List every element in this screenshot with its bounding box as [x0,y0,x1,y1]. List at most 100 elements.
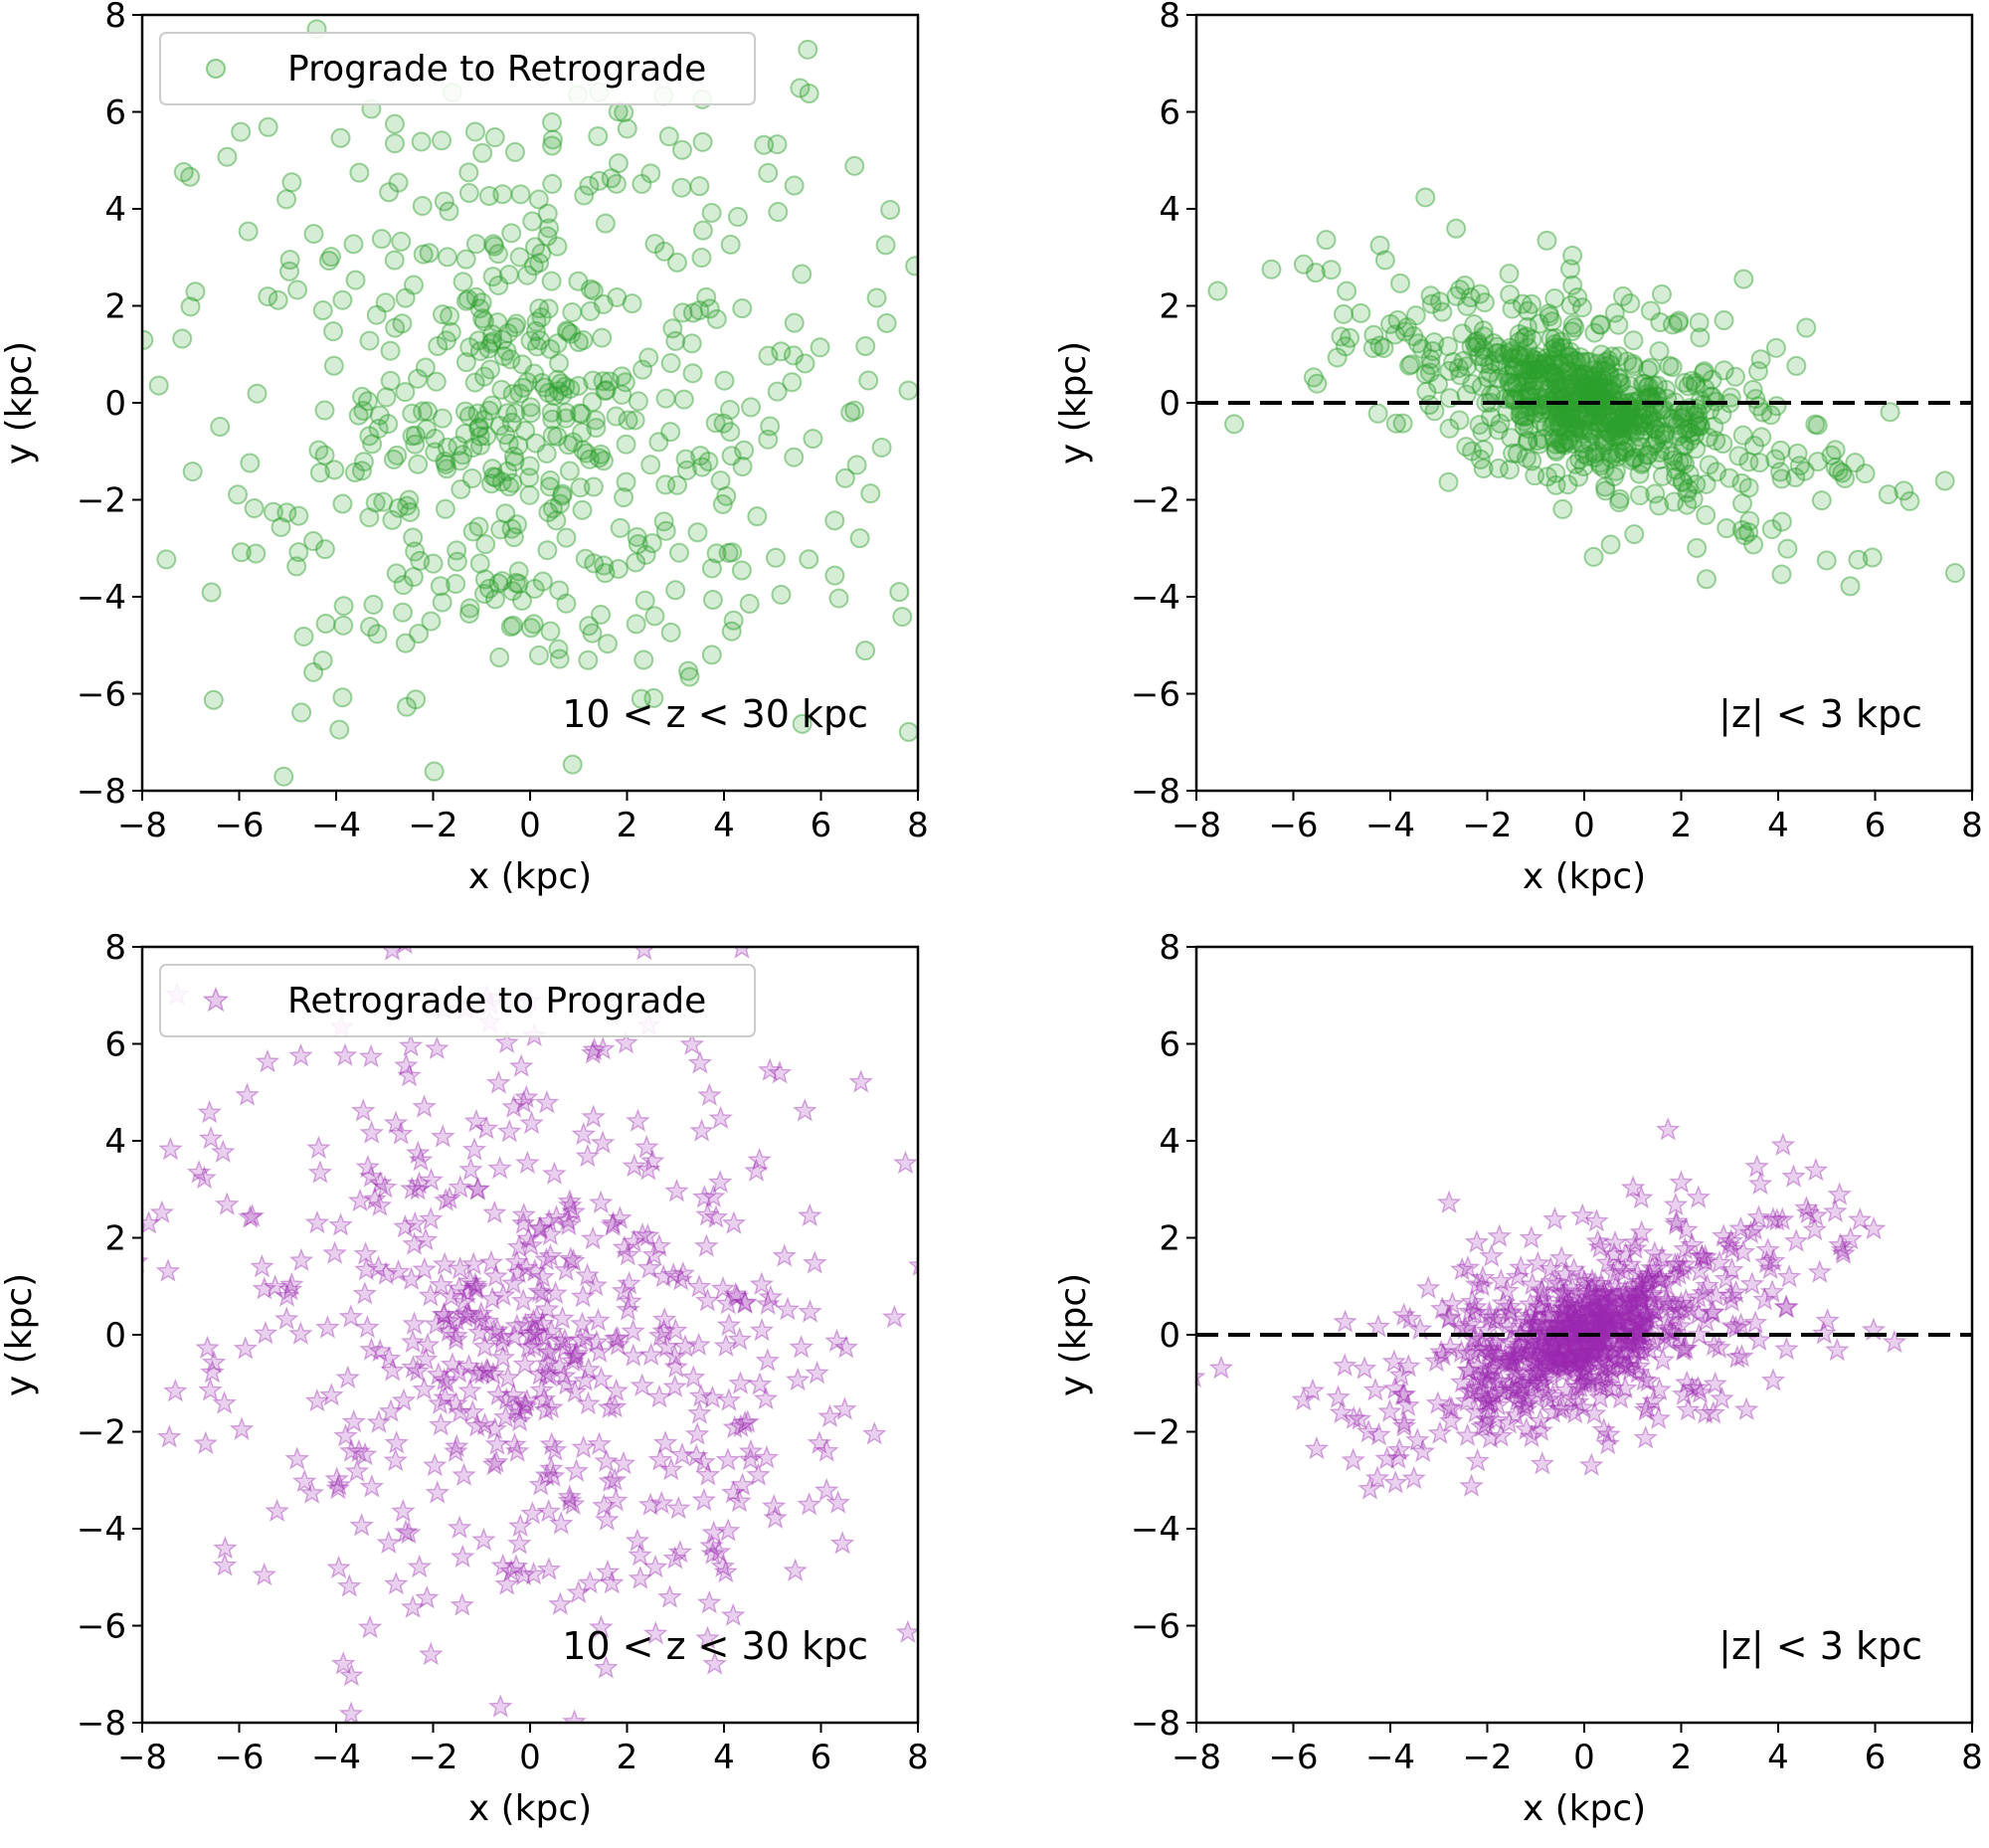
data-point [1580,1331,1606,1356]
data-point [510,1288,536,1312]
data-point [571,404,592,425]
data-point [1578,370,1599,391]
data-point [366,304,387,325]
data-point [1601,1241,1627,1265]
data-point [1474,292,1495,313]
data-point [1363,324,1384,345]
data-point [1473,1387,1499,1412]
data-point [1578,1305,1604,1329]
data-point [1623,330,1644,351]
data-point [549,580,570,601]
data-point [1655,440,1676,461]
data-point [543,1280,568,1305]
data-point [1549,380,1570,401]
data-point [1520,1271,1545,1296]
data-point [271,516,291,537]
data-point [413,244,434,265]
data-point [1550,416,1571,437]
data-point [583,370,604,391]
data-point [655,388,676,409]
data-point [1564,1308,1589,1332]
data-point [1649,495,1670,516]
data-point [1699,455,1719,475]
data-point [1565,380,1586,401]
data-point [1642,436,1663,457]
data-point [595,1559,621,1583]
data-point [1647,1266,1673,1291]
y-axis-label: y (kpc) [0,1273,40,1396]
data-point [180,166,201,187]
data-point [1521,1348,1546,1373]
data-point [814,1438,839,1462]
data-point [1739,1271,1765,1295]
data-point [1300,1378,1326,1402]
data-point [1540,328,1561,349]
data-point [1514,1306,1539,1331]
data-point [200,1360,225,1384]
data-point [597,1394,623,1419]
data-point [1571,1319,1597,1344]
data-point [1760,1206,1786,1230]
data-point [1599,1342,1625,1366]
data-point [1545,440,1566,461]
data-point [1543,347,1564,368]
data-point [1552,498,1573,519]
data-point [1770,1132,1796,1157]
data-point [265,1498,289,1523]
data-point [1546,1342,1571,1367]
data-point [463,1274,489,1298]
data-point [1564,350,1585,371]
data-point [502,615,523,636]
data-point [1505,1360,1531,1385]
data-point [855,641,876,661]
data-point [436,1318,461,1343]
data-point [660,353,681,374]
data-point [1347,1406,1372,1430]
data-point [1594,1352,1620,1376]
legend: Retrograde to Prograde [159,964,756,1037]
data-point [1567,1292,1593,1317]
y-tick-label: 4 [1159,190,1180,230]
data-point [881,1304,907,1329]
data-point [491,379,512,400]
data-point [1787,443,1808,463]
data-point [1518,300,1538,321]
data-point [607,286,628,307]
data-point [504,317,525,338]
data-point [1529,363,1549,384]
data-point [599,1570,625,1594]
data-point [547,426,568,447]
data-point [1629,463,1650,484]
data-point [506,514,527,535]
data-point [1811,1320,1837,1345]
data-point [532,571,553,592]
data-point [1678,478,1699,499]
data-point [1621,1277,1646,1301]
data-point [1587,405,1608,426]
data-point [473,311,494,332]
data-point [1643,1299,1668,1324]
data-point [462,521,483,542]
data-point [1585,405,1606,426]
data-point [1526,1250,1550,1275]
data-point [496,340,517,361]
data-point [1489,1268,1514,1292]
data-point [1623,1290,1649,1315]
data-point [1675,436,1696,457]
data-point [1514,411,1535,432]
data-point [584,1329,610,1354]
data-point [654,1334,679,1358]
data-point [1733,269,1754,289]
data-point [1563,422,1584,443]
data-point [1564,408,1585,429]
data-point [1564,1311,1589,1335]
data-point [1569,1202,1595,1226]
data-point [1594,1313,1620,1338]
data-point [660,1262,686,1286]
data-point [1485,1341,1511,1365]
data-point [349,162,370,183]
data-point [396,1520,422,1545]
data-point [1542,1345,1567,1370]
data-point [1626,1309,1652,1334]
data-point [1564,1332,1590,1356]
